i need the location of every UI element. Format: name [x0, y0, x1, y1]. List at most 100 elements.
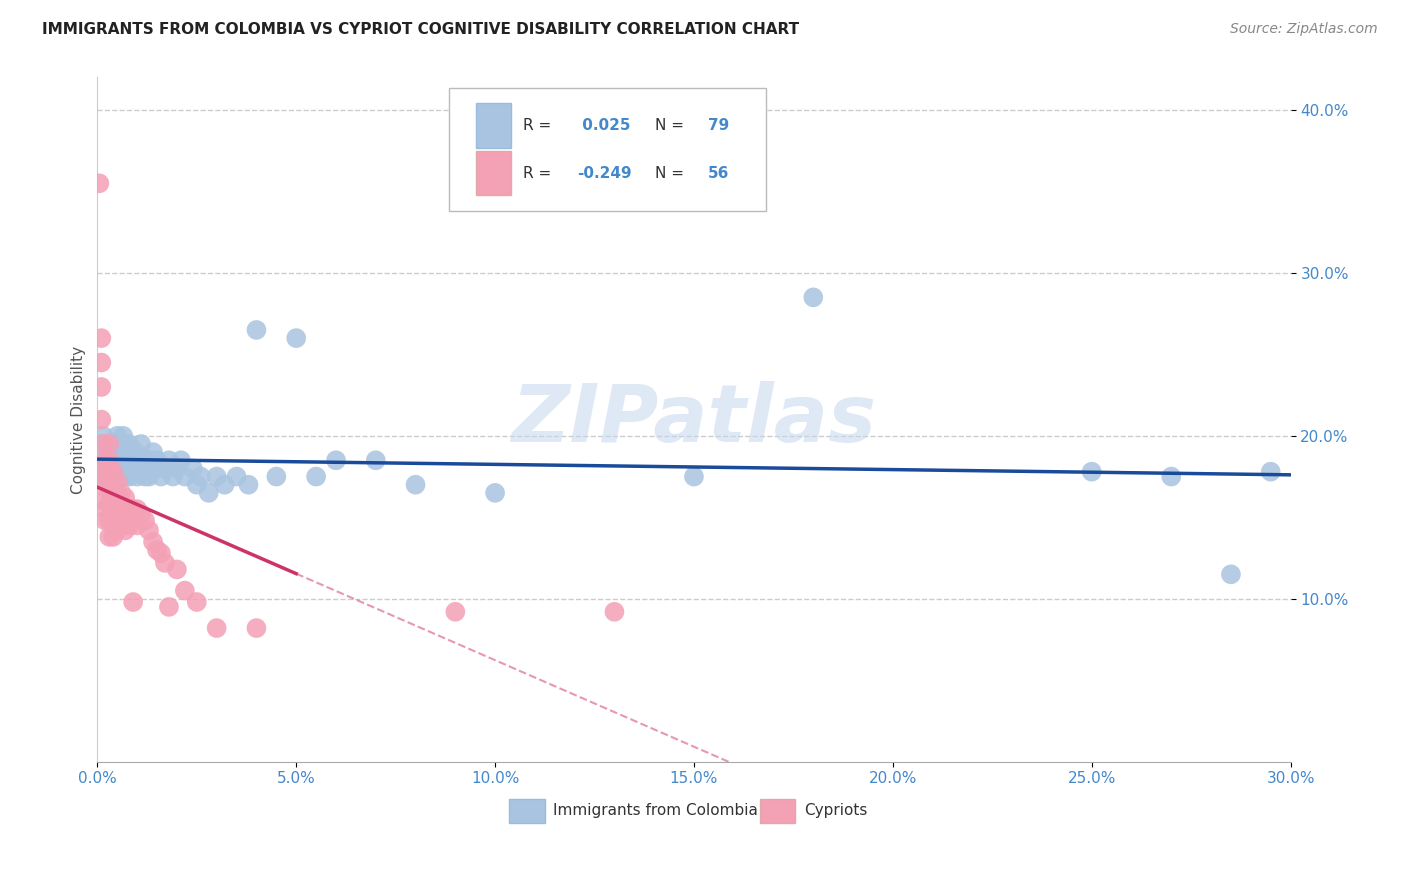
Point [162, 469, 184, 483]
Point [90, 412, 112, 426]
Point [157, 453, 180, 467]
Text: Source: ZipAtlas.com: Source: ZipAtlas.com [1230, 22, 1378, 37]
Point [305, 469, 328, 483]
Point [127, 518, 149, 533]
Point [484, 486, 506, 500]
Point [110, 437, 132, 451]
Point [100, 445, 122, 459]
Point [98, 497, 121, 511]
Point [205, 469, 228, 483]
Point [197, 486, 219, 500]
Point [105, 507, 128, 521]
Text: Immigrants from Colombia: Immigrants from Colombia [553, 804, 758, 819]
Point [112, 429, 135, 443]
Point [122, 453, 145, 467]
Point [110, 518, 132, 533]
Point [110, 469, 132, 483]
Point [105, 453, 128, 467]
Point [166, 562, 188, 576]
Text: 0.025: 0.025 [576, 118, 630, 133]
Point [157, 599, 180, 614]
Point [129, 507, 152, 521]
Point [118, 453, 141, 467]
Point [1219, 567, 1241, 582]
Point [98, 530, 121, 544]
Point [103, 497, 125, 511]
Point [186, 595, 208, 609]
Point [115, 445, 138, 459]
Point [1080, 465, 1102, 479]
Point [94, 469, 117, 483]
Point [98, 445, 121, 459]
Point [683, 469, 706, 483]
Point [114, 453, 136, 467]
Point [134, 461, 156, 475]
Point [110, 453, 132, 467]
Point [153, 461, 176, 475]
Point [129, 453, 152, 467]
Point [111, 445, 134, 459]
Point [118, 437, 141, 451]
Point [405, 477, 427, 491]
Point [91, 445, 114, 459]
Point [122, 502, 145, 516]
FancyBboxPatch shape [475, 103, 512, 147]
Point [124, 445, 146, 459]
Point [98, 481, 121, 495]
Point [134, 469, 156, 483]
Point [98, 461, 121, 475]
Point [98, 453, 121, 467]
Point [114, 507, 136, 521]
Point [90, 355, 112, 369]
Point [105, 475, 128, 489]
Point [134, 514, 156, 528]
Point [93, 453, 115, 467]
Point [115, 461, 138, 475]
Point [186, 477, 208, 491]
Point [94, 494, 117, 508]
Point [173, 469, 195, 483]
Point [190, 469, 212, 483]
Point [146, 453, 169, 467]
Point [96, 469, 118, 483]
Point [225, 469, 247, 483]
Text: N =: N = [655, 118, 689, 133]
Text: Cypriots: Cypriots [804, 804, 868, 819]
Text: IMMIGRANTS FROM COLOMBIA VS CYPRIOT COGNITIVE DISABILITY CORRELATION CHART: IMMIGRANTS FROM COLOMBIA VS CYPRIOT COGN… [42, 22, 799, 37]
Point [245, 621, 267, 635]
Text: N =: N = [655, 166, 689, 181]
FancyBboxPatch shape [759, 798, 796, 823]
Point [266, 469, 288, 483]
Y-axis label: Cognitive Disability: Cognitive Disability [72, 345, 86, 493]
Point [103, 453, 125, 467]
Point [94, 437, 117, 451]
Point [118, 502, 141, 516]
Point [245, 323, 267, 337]
Point [801, 290, 824, 304]
Point [105, 429, 128, 443]
Point [118, 518, 141, 533]
Point [103, 481, 125, 495]
Text: R =: R = [523, 166, 557, 181]
Point [325, 453, 347, 467]
Point [90, 331, 112, 345]
Point [94, 481, 117, 495]
FancyBboxPatch shape [450, 87, 766, 211]
Point [90, 380, 112, 394]
Point [142, 445, 165, 459]
Point [103, 437, 125, 451]
Point [129, 437, 152, 451]
Point [105, 524, 128, 538]
Point [138, 469, 160, 483]
Point [108, 461, 131, 475]
Text: ZIPatlas: ZIPatlas [512, 381, 876, 458]
Point [91, 469, 114, 483]
Point [94, 453, 117, 467]
Text: 79: 79 [709, 118, 730, 133]
Point [238, 477, 260, 491]
Point [122, 595, 145, 609]
Point [103, 465, 125, 479]
Point [103, 530, 125, 544]
Point [90, 453, 112, 467]
Point [94, 453, 117, 467]
